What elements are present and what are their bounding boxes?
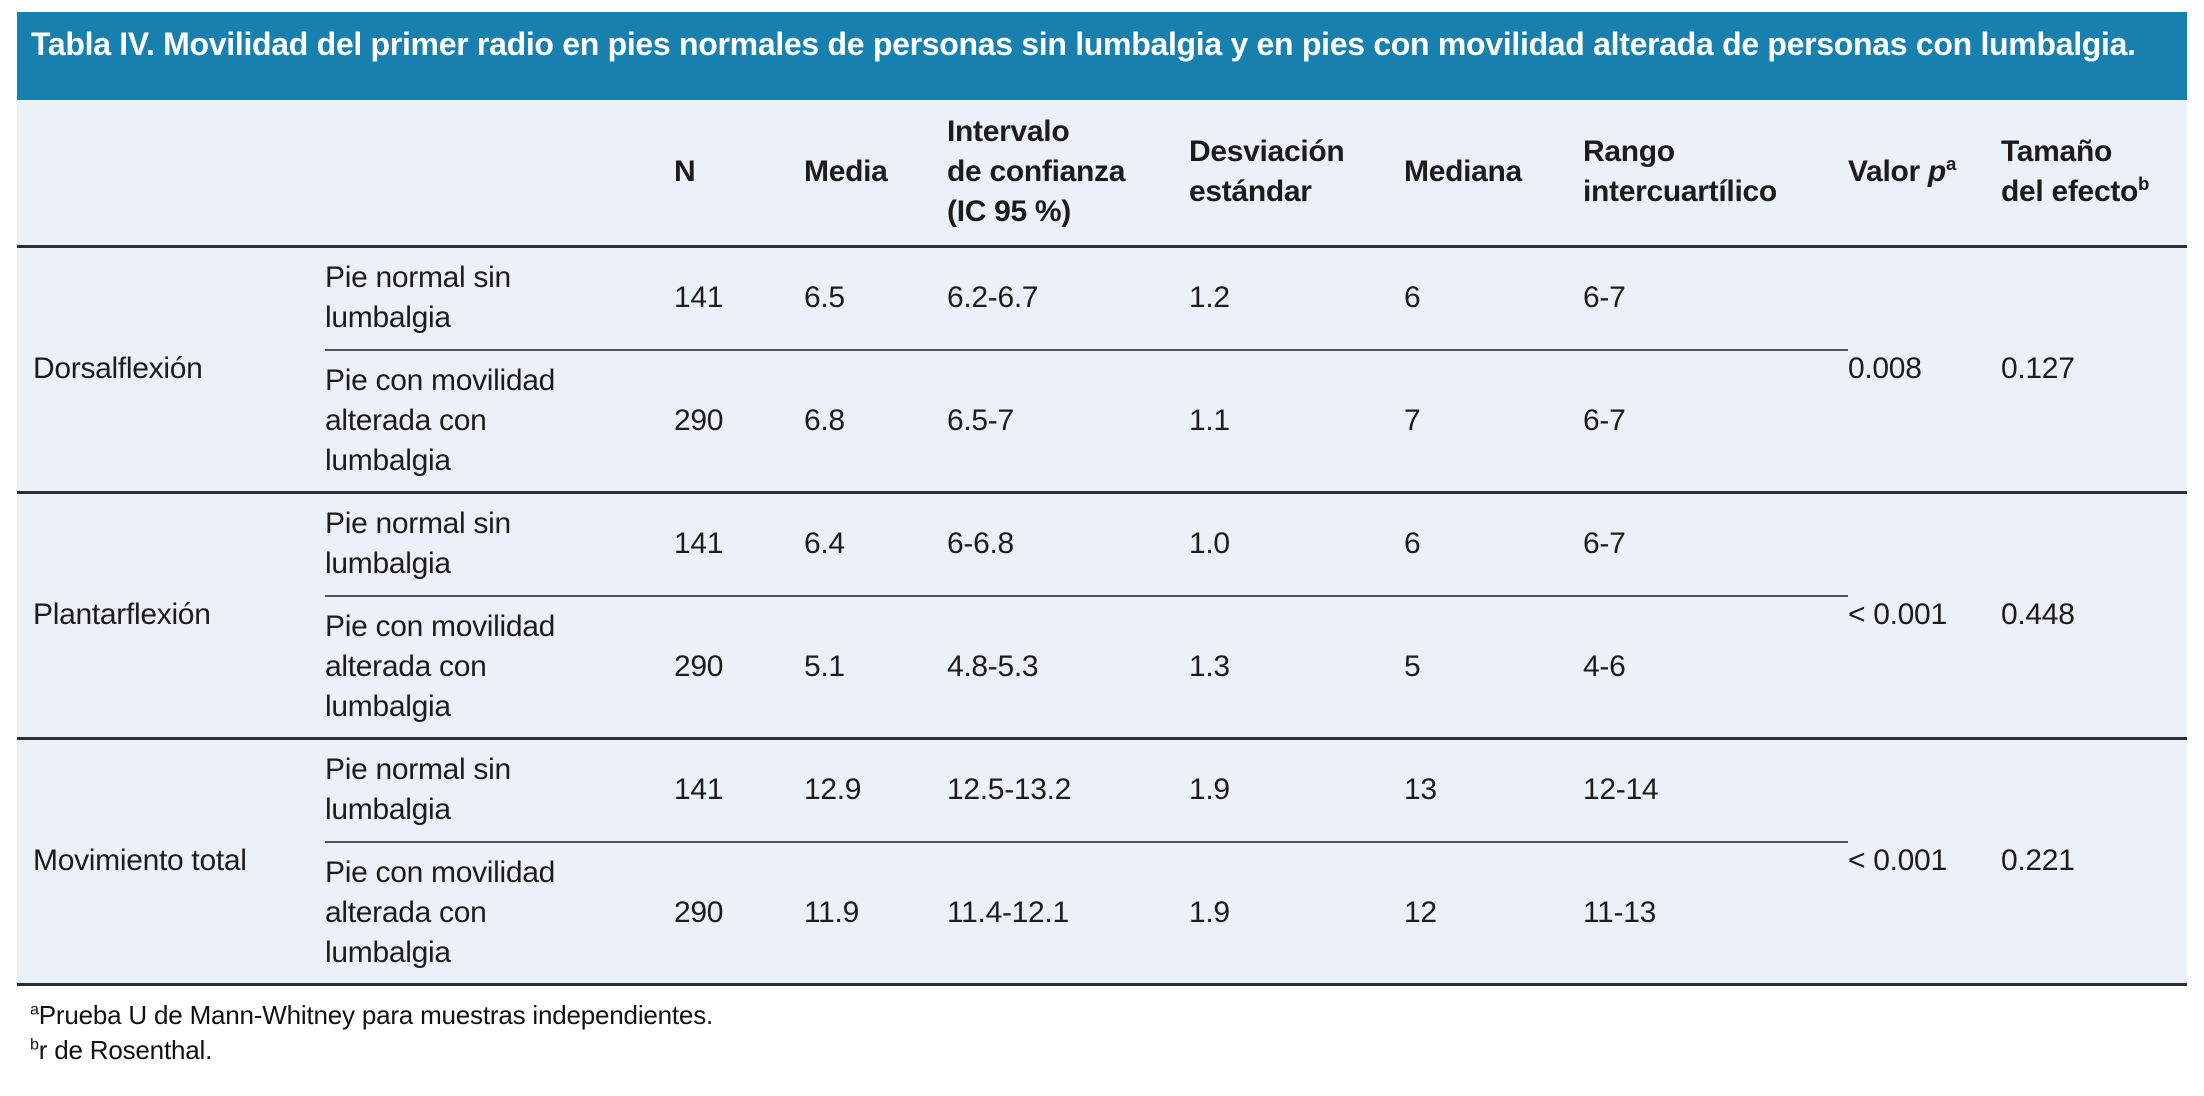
header-de-line2: estándar [1189, 175, 1312, 209]
table-row-movimiento-alterada: Pie con movilidad alterada con lumbalgia… [17, 841, 2187, 984]
de-cell: 1.3 [1189, 595, 1404, 738]
n-cell: 141 [674, 736, 804, 842]
n-cell: 290 [674, 595, 804, 738]
n-cell: 290 [674, 349, 804, 492]
table-row-dorsalflexion-normal: Dorsalflexión Pie normal sin lumbalgia 1… [17, 244, 2187, 492]
footnote-a: aPrueba U de Mann-Whitney para muestras … [30, 998, 2187, 1033]
effect-size-cell: 0.221 [2001, 736, 2187, 984]
footnotes: aPrueba U de Mann-Whitney para muestras … [17, 986, 2187, 1068]
n-cell: 141 [674, 244, 804, 350]
header-mediana: Mediana [1404, 100, 1583, 248]
header-row: N Media Intervalo de confianza (IC 95 %)… [17, 100, 2187, 248]
group-label-movimiento-total: Movimiento total [17, 736, 325, 984]
header-intervalo-confianza: Intervalo de confianza (IC 95 %) [947, 100, 1189, 248]
condition-cell: Pie normal sin lumbalgia [325, 736, 674, 842]
de-cell: 1.1 [1189, 349, 1404, 492]
header-tamano-line1: Tamaño [2001, 135, 2112, 169]
footnote-b-sup: b [30, 1034, 39, 1053]
footnote-b-text: r de Rosenthal. [38, 1034, 213, 1065]
media-cell: 5.1 [804, 595, 947, 738]
ic-cell: 6-6.8 [947, 490, 1189, 596]
ic-cell: 12.5-13.2 [947, 736, 1189, 842]
data-table: N Media Intervalo de confianza (IC 95 %)… [17, 100, 2187, 986]
table-row-dorsalflexion-alterada: Pie con movilidad alterada con lumbalgia… [17, 349, 2187, 492]
de-cell: 1.9 [1189, 736, 1404, 842]
ic-cell: 11.4-12.1 [947, 841, 1189, 984]
header-valor-p: Valor pa [1848, 100, 2001, 248]
n-cell: 290 [674, 841, 804, 984]
header-rango-line1: Rango [1583, 135, 1675, 169]
condition-cell: Pie normal sin lumbalgia [325, 244, 674, 350]
footnote-b: br de Rosenthal. [30, 1033, 2187, 1068]
mediana-cell: 12 [1404, 841, 1583, 984]
header-rango-intercuartilico: Rango intercuartílico [1583, 100, 1848, 248]
header-n: N [674, 100, 804, 248]
de-cell: 1.2 [1189, 244, 1404, 350]
condition-cell: Pie con movilidad alterada con lumbalgia [325, 841, 674, 984]
rango-cell: 6-7 [1583, 244, 1848, 350]
header-tamano-line2: del efecto [2001, 175, 2139, 209]
ic-cell: 6.2-6.7 [947, 244, 1189, 350]
header-ic-line2: de confianza [947, 155, 1126, 189]
media-cell: 11.9 [804, 841, 947, 984]
de-cell: 1.9 [1189, 841, 1404, 984]
mediana-cell: 13 [1404, 736, 1583, 842]
table-row-plantarflexion-alterada: Pie con movilidad alterada con lumbalgia… [17, 595, 2187, 738]
condition-cell: Pie con movilidad alterada con lumbalgia [325, 349, 674, 492]
header-tamano-line2wrap: del efectob [2001, 172, 2169, 212]
group-label-dorsalflexion: Dorsalflexión [17, 244, 325, 492]
table-title-bar: Tabla IV. Movilidad del primer radio en … [17, 12, 2187, 100]
table-row-plantarflexion-normal: Plantarflexión Pie normal sin lumbalgia … [17, 490, 2187, 738]
p-value-cell: < 0.001 [1848, 490, 2001, 738]
condition-cell: Pie con movilidad alterada con lumbalgia [325, 595, 674, 738]
media-cell: 6.8 [804, 349, 947, 492]
header-tamano-efecto: Tamaño del efectob [2001, 100, 2187, 248]
p-value-cell: 0.008 [1848, 244, 2001, 492]
condition-cell: Pie normal sin lumbalgia [325, 490, 674, 596]
group-label-plantarflexion: Plantarflexión [17, 490, 325, 738]
footnote-a-text: Prueba U de Mann-Whitney para muestras i… [38, 999, 714, 1030]
header-de-line1: Desviación [1189, 135, 1345, 169]
ic-cell: 4.8-5.3 [947, 595, 1189, 738]
header-ic-line3: (IC 95 %) [947, 195, 1071, 229]
media-cell: 6.5 [804, 244, 947, 350]
header-tamano-sup: b [2138, 173, 2150, 195]
mediana-cell: 6 [1404, 490, 1583, 596]
header-ic-line1: Intervalo [947, 115, 1070, 149]
table-row-movimiento-normal: Movimiento total Pie normal sin lumbalgi… [17, 736, 2187, 984]
mediana-cell: 5 [1404, 595, 1583, 738]
effect-size-cell: 0.127 [2001, 244, 2187, 492]
rango-cell: 6-7 [1583, 349, 1848, 492]
rango-cell: 6-7 [1583, 490, 1848, 596]
header-condition-col [325, 100, 674, 248]
rango-cell: 11-13 [1583, 841, 1848, 984]
n-cell: 141 [674, 490, 804, 596]
header-media: Media [804, 100, 947, 248]
header-valor-p-sup: a [1945, 153, 1956, 175]
header-rango-line2: intercuartílico [1583, 175, 1777, 209]
effect-size-cell: 0.448 [2001, 490, 2187, 738]
media-cell: 6.4 [804, 490, 947, 596]
rango-cell: 4-6 [1583, 595, 1848, 738]
footnote-a-sup: a [30, 999, 39, 1018]
ic-cell: 6.5-7 [947, 349, 1189, 492]
table-title: Tabla IV. Movilidad del primer radio en … [31, 26, 2136, 62]
header-desviacion-estandar: Desviación estándar [1189, 100, 1404, 248]
mediana-cell: 7 [1404, 349, 1583, 492]
header-valor-p-symbol: p [1927, 155, 1946, 189]
table-figure: Tabla IV. Movilidad del primer radio en … [17, 12, 2187, 1068]
de-cell: 1.0 [1189, 490, 1404, 596]
header-group-col [17, 100, 325, 248]
rango-cell: 12-14 [1583, 736, 1848, 842]
p-value-cell: < 0.001 [1848, 736, 2001, 984]
header-valor-p-text: Valor [1848, 155, 1928, 189]
mediana-cell: 6 [1404, 244, 1583, 350]
media-cell: 12.9 [804, 736, 947, 842]
